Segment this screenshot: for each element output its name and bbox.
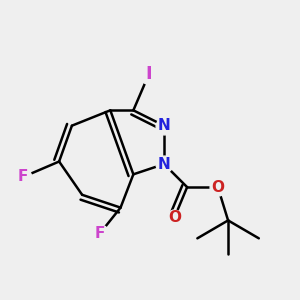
Text: O: O (212, 180, 224, 195)
Text: F: F (18, 169, 28, 184)
Text: I: I (146, 65, 152, 83)
Text: N: N (158, 118, 170, 133)
Text: F: F (95, 226, 105, 241)
Text: O: O (168, 210, 181, 225)
Text: N: N (158, 157, 170, 172)
